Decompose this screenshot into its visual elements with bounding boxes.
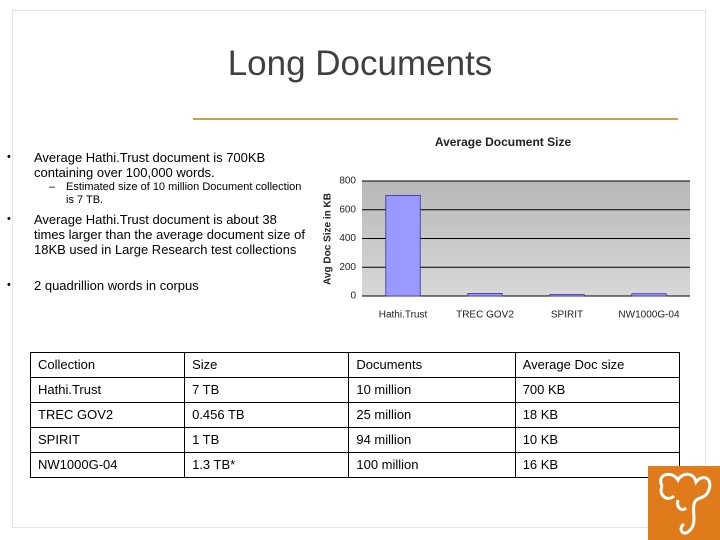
- sub-bullet: Estimated size of 10 million Document co…: [49, 181, 306, 207]
- y-tick-label: 800: [339, 176, 356, 187]
- y-tick-label: 200: [339, 262, 356, 273]
- data-table: Collection Size Documents Average Doc size H…: [29, 352, 681, 478]
- table-cell: Size: [184, 352, 350, 378]
- table-row: TREC GOV2 0.456 TB 25 million 18 KB: [29, 402, 681, 428]
- table-cell: 18 KB: [514, 402, 681, 428]
- slide-title: Long Documents: [227, 44, 493, 83]
- bar: [549, 294, 585, 297]
- bullet: Average Hathi.Trust document is 700KB co…: [7, 150, 309, 180]
- table-header: Collection Size Documents Average Doc size: [29, 352, 681, 378]
- table-row: SPIRIT 1 TB 94 million 10 KB: [29, 427, 681, 453]
- bullet: Average Hathi.Trust document is about 38…: [7, 212, 309, 257]
- logo: [648, 466, 720, 540]
- table-cell: 1 TB: [184, 427, 350, 453]
- table-cell: 25 million: [348, 402, 516, 428]
- y-tick-label: 400: [339, 233, 356, 244]
- y-tick-label: 0: [350, 291, 356, 302]
- table-cell: NW1000G-04: [29, 452, 186, 478]
- table-cell: 94 million: [348, 427, 516, 453]
- table-cell: 100 million: [348, 452, 516, 478]
- table-row: NW1000G-04 1.3 TB* 100 million 16 KB: [29, 452, 681, 478]
- table-cell: Average Doc size: [514, 352, 681, 378]
- chart-title: Average Document Size: [435, 135, 572, 149]
- bullet: 2 quadrillion words in corpus: [7, 278, 309, 293]
- table-row: Hathi.Trust 7 TB 10 million 700 KB: [29, 377, 681, 403]
- table-cell: Collection: [29, 352, 186, 378]
- title-rule: [193, 118, 678, 120]
- table-cell: 10 million: [348, 377, 516, 403]
- x-tick-label: Hathi.Trust: [379, 310, 428, 321]
- y-tick-label: 600: [339, 204, 356, 215]
- bar: [631, 293, 667, 297]
- table-cell: Hathi.Trust: [29, 377, 186, 403]
- slide-frame: [12, 10, 706, 528]
- table-cell: 7 TB: [184, 377, 350, 403]
- x-tick-label: NW1000G-04: [618, 310, 680, 321]
- table-cell: Documents: [348, 352, 516, 378]
- bar: [467, 293, 503, 297]
- logo-icon: [659, 472, 712, 535]
- table-cell: TREC GOV2: [29, 402, 186, 428]
- x-tick-label: TREC GOV2: [456, 310, 514, 321]
- table-cell: 700 KB: [514, 377, 681, 403]
- bar: [385, 194, 421, 297]
- table-cell: 0.456 TB: [184, 402, 350, 428]
- y-axis-label: Avg Doc Size in KB: [323, 193, 334, 285]
- table-cell: SPIRIT: [29, 427, 186, 453]
- table-cell: 10 KB: [514, 427, 681, 453]
- x-tick-label: SPIRIT: [551, 310, 583, 321]
- chart: Average Document Size Avg Doc Size in KB…: [323, 135, 690, 321]
- table-cell: 1.3 TB*: [184, 452, 350, 478]
